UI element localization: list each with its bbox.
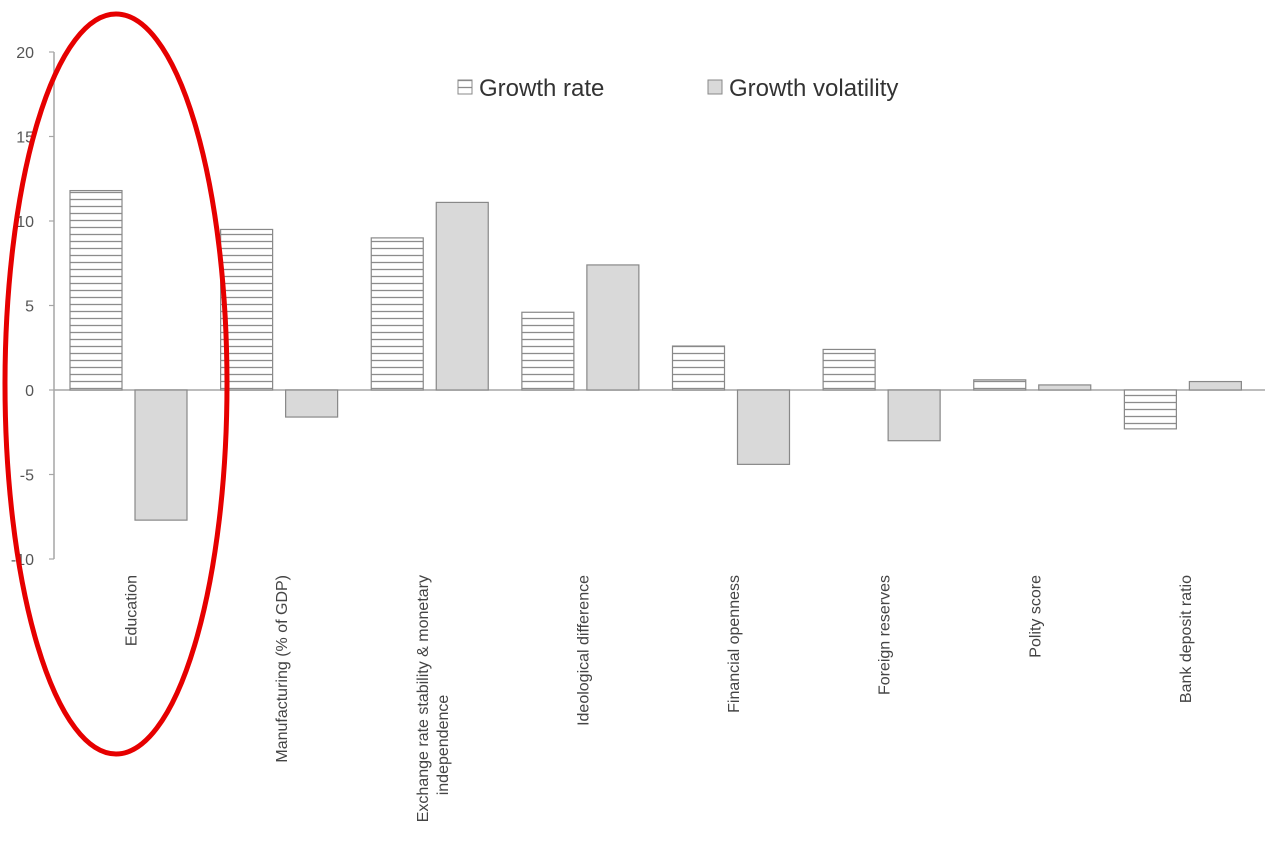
growth-volatility-bar bbox=[134, 389, 188, 521]
growth-volatility-bar bbox=[586, 264, 640, 391]
y-tick-label: 10 bbox=[16, 214, 34, 231]
category-label: Financial openness bbox=[726, 575, 743, 713]
growth-rate-bar bbox=[1123, 389, 1177, 430]
legend: Growth rate Growth volatility bbox=[457, 75, 898, 102]
category-label: Polity score bbox=[1027, 575, 1044, 658]
y-tick-label: 5 bbox=[25, 299, 34, 316]
category-label-line: Exchange rate stability & monetary bbox=[415, 575, 432, 822]
category-label-line: Ideological difference bbox=[575, 575, 592, 726]
legend-label-growth-volatility: Growth volatility bbox=[729, 75, 898, 102]
category-label: Ideological difference bbox=[575, 575, 592, 726]
legend-swatch-growth-volatility bbox=[707, 79, 723, 95]
growth-rate-bar bbox=[370, 237, 424, 391]
growth-rate-bar bbox=[822, 348, 876, 391]
category-label: Bank deposit ratio bbox=[1178, 575, 1195, 703]
category-labels: Education Manufacturing (% of GDP) Exchang… bbox=[124, 575, 1195, 822]
category-label: Education bbox=[124, 575, 141, 646]
legend-swatch-growth-rate bbox=[457, 79, 473, 95]
growth-volatility-bar bbox=[736, 389, 791, 465]
growth-volatility-bar bbox=[435, 201, 489, 391]
y-tick-label: -5 bbox=[20, 468, 34, 485]
growth-volatility-bar bbox=[1038, 384, 1092, 391]
legend-label-growth-rate: Growth rate bbox=[479, 75, 604, 102]
category-label-line: Manufacturing (% of GDP) bbox=[274, 575, 291, 763]
category-label-line: Polity score bbox=[1027, 575, 1044, 658]
growth-volatility-bar bbox=[887, 389, 941, 442]
category-label-line: Education bbox=[124, 575, 141, 646]
growth-rate-bar bbox=[973, 379, 1027, 391]
highlight-ellipse bbox=[2, 11, 230, 757]
category-label-line: independence bbox=[435, 695, 452, 796]
growth-rate-bar bbox=[671, 345, 726, 391]
y-tick-label: 20 bbox=[16, 45, 34, 62]
growth-volatility-bar bbox=[285, 389, 339, 418]
highlight-layer bbox=[2, 11, 230, 757]
y-tick-label: -10 bbox=[11, 552, 34, 569]
category-label-line: Bank deposit ratio bbox=[1178, 575, 1195, 703]
category-label: Manufacturing (% of GDP) bbox=[274, 575, 291, 763]
y-tick-label: 0 bbox=[25, 383, 34, 400]
category-label-line: Foreign reserves bbox=[877, 575, 894, 695]
growth-volatility-bar bbox=[1188, 380, 1242, 391]
growth-rate-bar bbox=[521, 311, 575, 391]
category-label-line: Financial openness bbox=[726, 575, 743, 713]
category-label: Foreign reserves bbox=[877, 575, 894, 695]
category-label: Exchange rate stability & monetary indepe… bbox=[415, 575, 452, 822]
growth-rate-bar bbox=[69, 189, 123, 391]
bars bbox=[69, 189, 1242, 521]
